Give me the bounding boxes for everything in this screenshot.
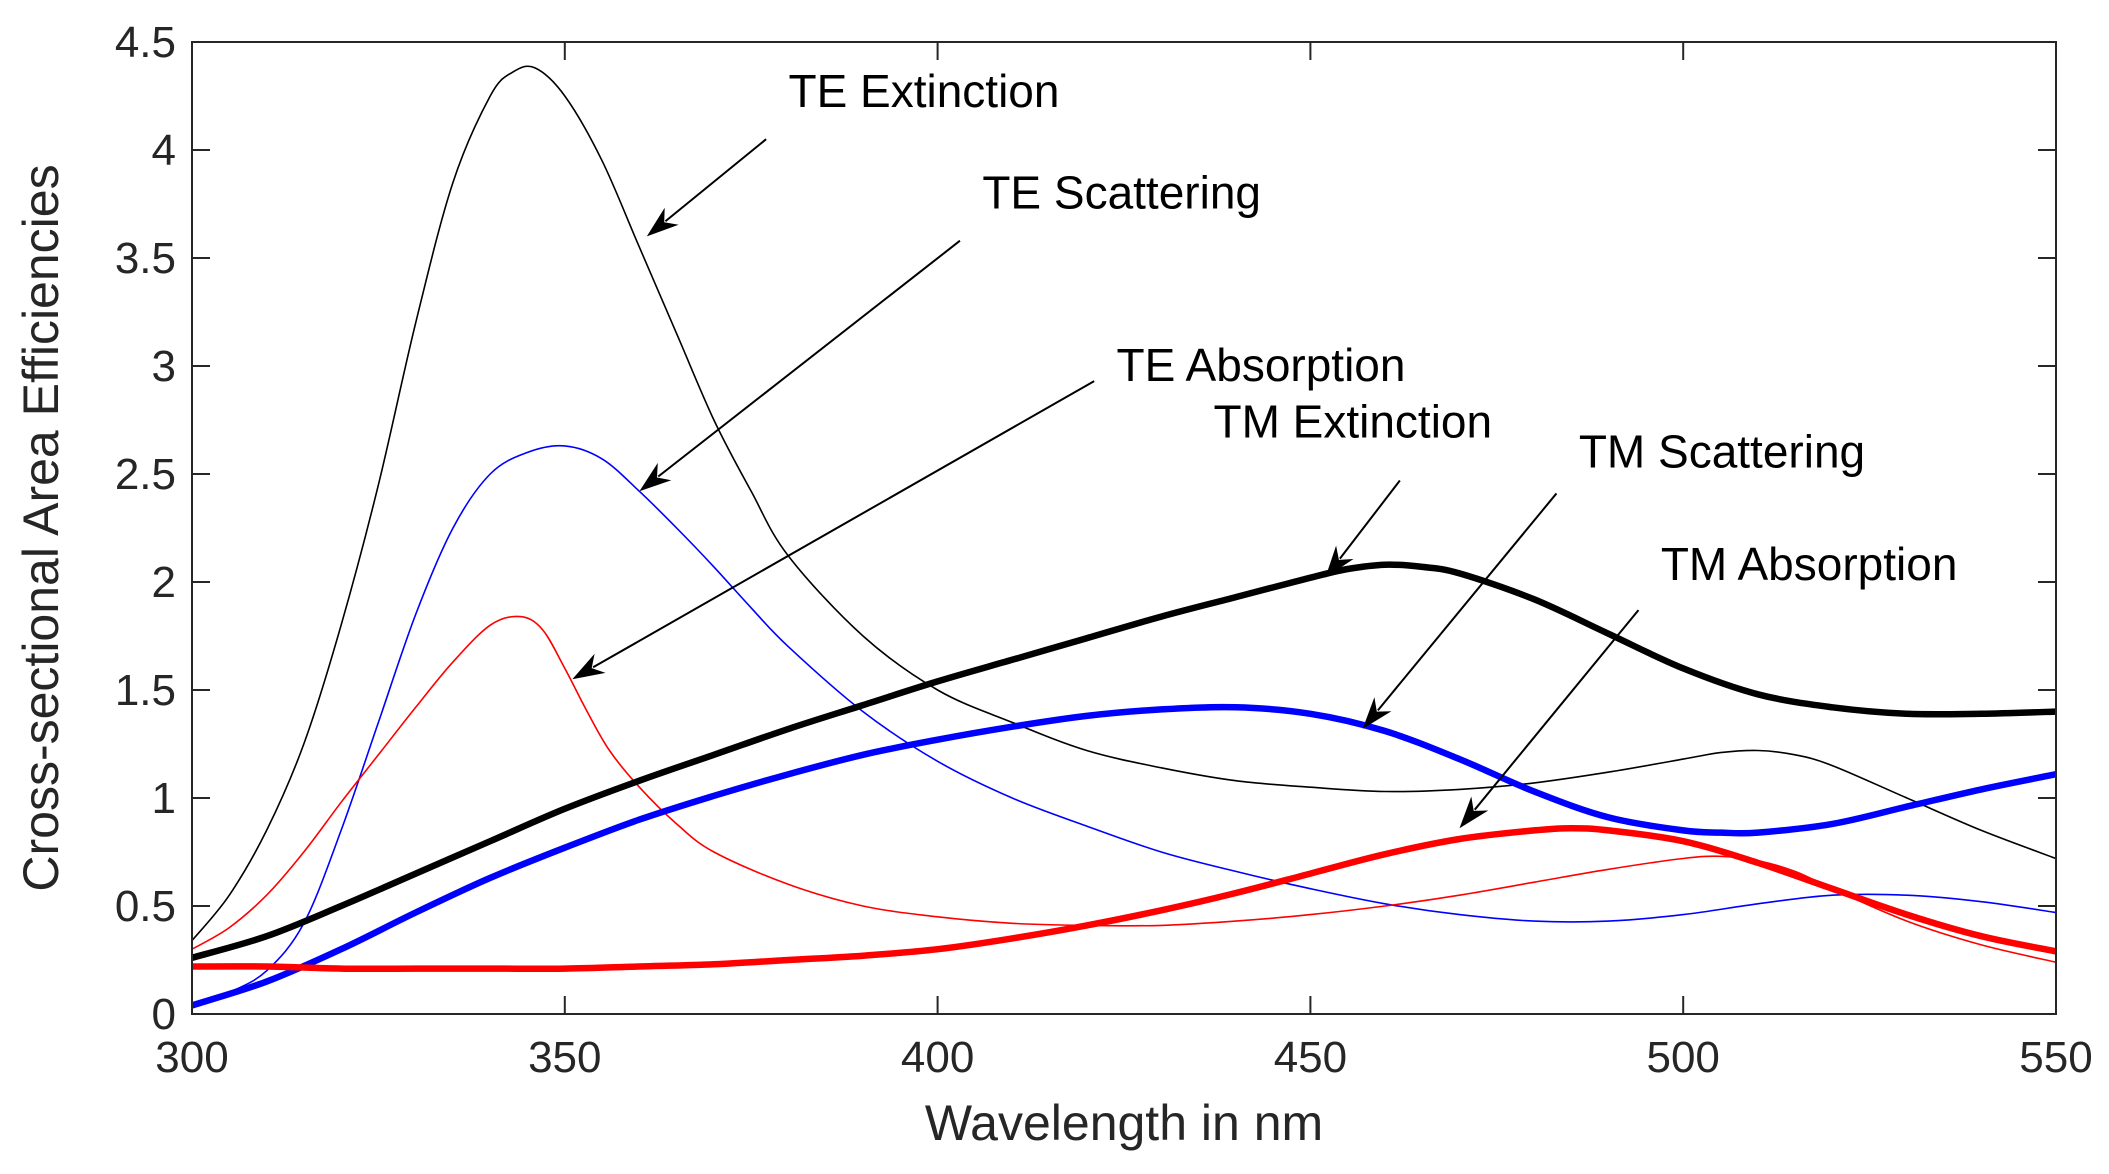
series-tm-extinction	[192, 561, 2056, 962]
arrow-head	[1362, 697, 1392, 729]
y-tick-label: 1	[152, 774, 176, 823]
x-tick-label: 500	[1646, 1033, 1719, 1082]
arrow-shaft	[657, 239, 961, 478]
annotation-tm-extinction: TM Extinction	[1213, 395, 1492, 447]
series-te-absorption	[192, 615, 2056, 963]
series-te-extinction	[192, 65, 2056, 942]
arrow-shaft	[1473, 609, 1640, 811]
x-axis-label: Wavelength in nm	[925, 1095, 1323, 1151]
series-tm-absorption	[192, 824, 2056, 973]
y-tick-label: 3.5	[115, 234, 176, 283]
arrow-shaft	[592, 380, 1095, 669]
annotation-te-extinction: TE Extinction	[788, 65, 1059, 117]
arrow-head	[1325, 545, 1354, 578]
arrow-shaft	[664, 138, 767, 223]
plot-frame	[191, 41, 2057, 1015]
y-tick-label: 4.5	[115, 18, 176, 67]
annotation-te-absorption: TE Absorption	[1117, 339, 1406, 391]
y-axis-label: Cross-sectional Area Efficiencies	[13, 164, 69, 891]
y-tick-label: 3	[152, 342, 176, 391]
arrow-head	[646, 207, 679, 237]
plot-background	[192, 42, 2056, 1014]
y-tick-label: 1.5	[115, 666, 176, 715]
x-tick-label: 450	[1274, 1033, 1347, 1082]
arrow-shaft	[1339, 479, 1401, 560]
y-tick-label: 2	[152, 558, 176, 607]
annotation-arrow-tm-absorption	[1459, 609, 1640, 829]
y-tick-label: 4	[152, 126, 176, 175]
y-tick-label: 0.5	[115, 882, 176, 931]
series-te-scattering	[192, 444, 2056, 1007]
y-tick-label: 2.5	[115, 450, 176, 499]
annotation-arrow-tm-scattering	[1362, 492, 1558, 729]
series-tm-scattering	[192, 703, 2056, 1009]
tick-layer: 300 350 400 450 500 550 0 0.5 1 1.5 2 2.5 3 3.5 4 4.5	[115, 18, 2093, 1082]
annotation-tm-scattering: TM Scattering	[1579, 426, 1865, 478]
annotation-arrow-te-absorption	[572, 380, 1095, 680]
annotation-arrow-te-extinction	[646, 138, 767, 237]
annotation-tm-absorption: TM Absorption	[1661, 538, 1958, 590]
x-tick-label: 550	[2019, 1033, 2092, 1082]
annotation-te-scattering: TE Scattering	[982, 166, 1261, 218]
arrow-head	[572, 653, 606, 680]
arrow-head	[1459, 796, 1489, 829]
arrow-head	[639, 462, 672, 492]
series-layer	[192, 65, 2056, 1009]
annotation-arrow-te-scattering	[639, 239, 961, 492]
x-tick-label: 300	[155, 1033, 228, 1082]
x-tick-label: 350	[528, 1033, 601, 1082]
arrow-shaft	[1377, 492, 1558, 711]
annotation-arrow-tm-extinction	[1325, 479, 1401, 578]
x-tick-label: 400	[901, 1033, 974, 1082]
y-tick-label: 0	[152, 990, 176, 1039]
